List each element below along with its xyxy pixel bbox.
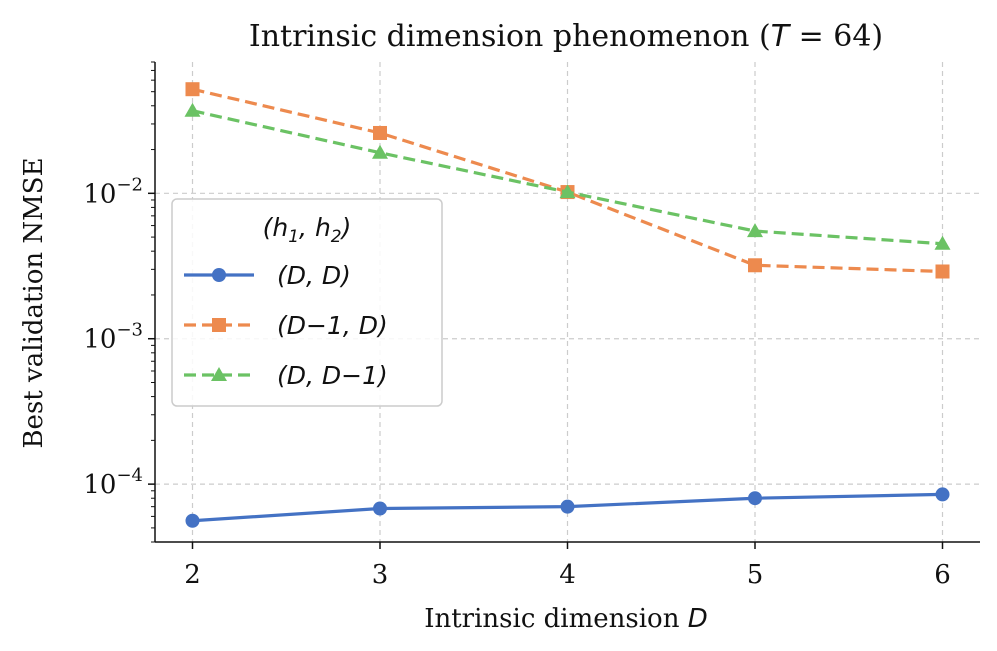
x-tick-label: 4 bbox=[559, 560, 576, 590]
series-3 bbox=[184, 102, 951, 250]
legend-swatch-marker bbox=[212, 268, 226, 282]
data-point bbox=[372, 144, 388, 159]
y-tick-label: 10−4 bbox=[83, 465, 143, 500]
data-point bbox=[934, 235, 951, 250]
data-point bbox=[935, 487, 950, 502]
data-point bbox=[748, 258, 762, 273]
axes: 2 3 4 5 6 10−2 10−3 10−4 bbox=[83, 61, 980, 590]
data-point bbox=[373, 125, 387, 140]
data-point bbox=[748, 491, 762, 506]
data-point bbox=[185, 513, 200, 528]
legend-swatch-marker bbox=[212, 318, 226, 332]
data-point bbox=[747, 223, 763, 238]
legend-label: (D−1, D) bbox=[277, 311, 388, 340]
data-point bbox=[559, 184, 576, 199]
legend: (h1, h2) (D, D)(D−1, D)(D, D−1) bbox=[171, 198, 443, 407]
x-tick-label: 6 bbox=[934, 560, 951, 590]
legend-label: (D, D) bbox=[277, 261, 351, 290]
x-tick-label: 3 bbox=[372, 560, 389, 590]
chart-title: Intrinsic dimension phenomenon (T = 64) bbox=[249, 19, 883, 54]
x-axis-label: Intrinsic dimension D bbox=[424, 604, 708, 634]
data-point bbox=[184, 102, 201, 117]
legend-box bbox=[171, 198, 443, 407]
x-tick-label: 2 bbox=[184, 560, 201, 590]
legend-swatch-marker bbox=[211, 367, 227, 381]
y-tick-label: 10−3 bbox=[83, 320, 143, 355]
legend-label: (D, D−1) bbox=[277, 361, 388, 390]
data-point bbox=[560, 499, 575, 514]
y-axis-label: Best validation NMSE bbox=[19, 157, 49, 448]
x-tick-label: 5 bbox=[747, 560, 764, 590]
data-point bbox=[185, 82, 200, 97]
data-point bbox=[935, 264, 950, 279]
series-layer bbox=[184, 82, 951, 528]
y-tick-label: 10−2 bbox=[83, 174, 143, 209]
data-point bbox=[373, 501, 387, 516]
series-1 bbox=[185, 487, 950, 528]
